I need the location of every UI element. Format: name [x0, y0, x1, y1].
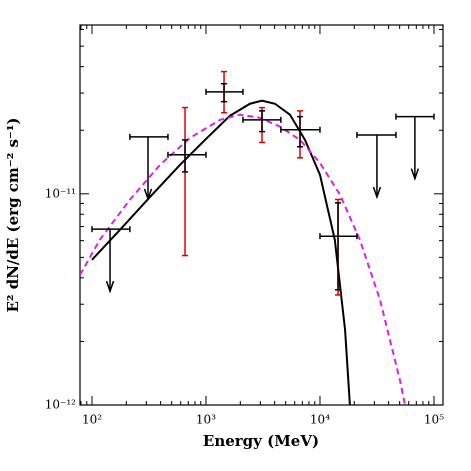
x-tick-label: 10³	[196, 413, 216, 427]
x-tick-label: 10⁴	[310, 413, 330, 427]
x-axis-title: Energy (MeV)	[203, 432, 319, 450]
x-tick-label: 10²	[82, 413, 102, 427]
y-tick-label: 10⁻¹²	[45, 398, 76, 412]
upper-limit-arrowhead	[410, 168, 420, 181]
model-curve	[91, 99, 351, 405]
upper-limit-arrowhead	[105, 280, 115, 294]
model-curve	[80, 113, 406, 405]
upper-limit-arrowhead	[143, 188, 153, 202]
y-tick-label: 10⁻¹¹	[45, 186, 76, 200]
plot-area	[80, 70, 435, 405]
upper-limit-arrowhead	[372, 186, 382, 200]
y-axis-title: E² dN/dE (erg cm⁻² s⁻¹)	[4, 117, 22, 312]
plot-frame	[79, 24, 444, 406]
x-tick-label: 10⁵	[424, 413, 444, 427]
